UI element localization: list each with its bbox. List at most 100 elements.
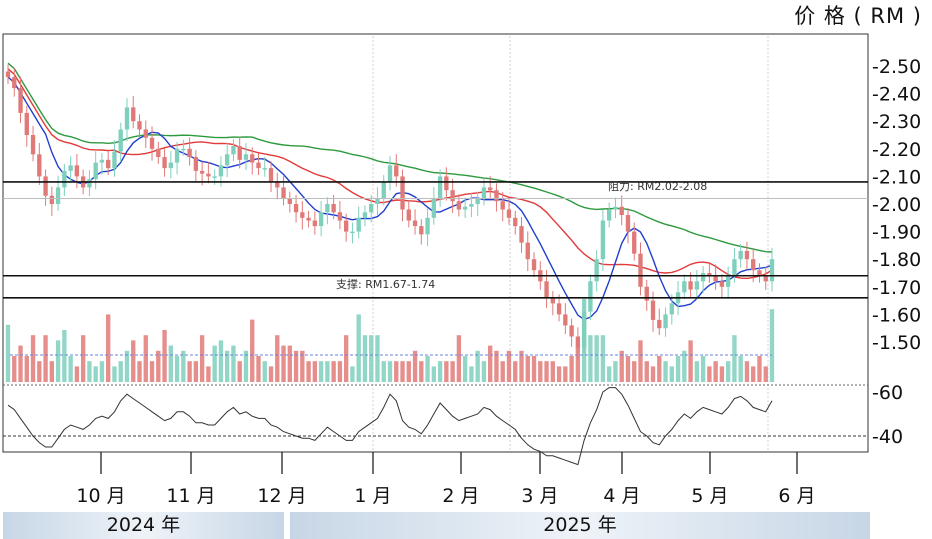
candle-body bbox=[325, 204, 330, 213]
volume-bar bbox=[212, 345, 217, 382]
volume-bar bbox=[106, 314, 111, 382]
candle-body bbox=[500, 201, 505, 210]
candle-body bbox=[268, 168, 274, 182]
candle-body bbox=[243, 154, 249, 160]
candle-body bbox=[450, 190, 455, 202]
candle-body bbox=[5, 71, 11, 78]
annotation-support: 支撑: RM1.67-1.74 bbox=[336, 277, 435, 291]
candle-body bbox=[663, 314, 668, 329]
candle-body bbox=[575, 336, 581, 348]
x-tick-label: 1 月 bbox=[354, 485, 391, 507]
y-axis: -2.50 -2.40 -2.30 -2.20 -2.10 -2.00 -1.90 -1.80… bbox=[872, 56, 921, 354]
volume-bar bbox=[5, 324, 11, 382]
rsi-tick-label: -40 bbox=[872, 426, 903, 448]
candle-body bbox=[37, 154, 42, 177]
x-tick-label: 11 月 bbox=[166, 485, 215, 507]
volume-bar bbox=[757, 356, 762, 382]
candle-body bbox=[513, 217, 518, 227]
volume-bar bbox=[769, 309, 775, 382]
volume-bar bbox=[494, 350, 499, 382]
volume-bar bbox=[713, 361, 718, 382]
x-axis: 10 月 11 月 12 月 1 月 2 月 3 月 4 月 5 月 6 月 bbox=[76, 452, 816, 507]
volume-bar bbox=[99, 361, 105, 382]
candle-body bbox=[581, 311, 587, 348]
volume-bar bbox=[325, 361, 330, 382]
candle-body bbox=[732, 259, 737, 276]
candle-body bbox=[694, 281, 700, 290]
volume-bar bbox=[475, 350, 480, 382]
candle-body bbox=[212, 176, 217, 178]
volume-bar bbox=[744, 361, 750, 382]
candle-body bbox=[406, 209, 411, 221]
candle-body bbox=[343, 220, 349, 232]
candle-body bbox=[225, 154, 230, 166]
candle-body bbox=[174, 148, 180, 163]
candle-body bbox=[619, 206, 624, 216]
volume-bar bbox=[369, 335, 374, 382]
volume-bar bbox=[118, 361, 123, 382]
volume-bar bbox=[688, 340, 693, 382]
candle-body bbox=[669, 303, 674, 315]
volume-bar bbox=[763, 366, 768, 382]
rsi-tick-label: -60 bbox=[872, 382, 903, 404]
volume-bar bbox=[231, 345, 236, 382]
candle-body bbox=[93, 162, 98, 180]
volume-bar bbox=[544, 361, 549, 382]
candle-body bbox=[318, 212, 324, 227]
volume-bar bbox=[225, 350, 230, 382]
candle-body bbox=[281, 187, 286, 199]
candle-body bbox=[475, 198, 480, 204]
candle-body bbox=[312, 220, 318, 227]
year-label-2024: 2024 年 bbox=[3, 512, 284, 539]
candlesticks bbox=[5, 64, 775, 360]
volume-bar bbox=[337, 361, 343, 382]
volume-bar bbox=[55, 340, 61, 382]
candle-body bbox=[494, 190, 499, 202]
candle-body bbox=[362, 212, 368, 218]
volume-bar bbox=[237, 361, 242, 382]
candle-body bbox=[625, 215, 631, 232]
volume-bar bbox=[481, 361, 487, 382]
volume-bar bbox=[37, 361, 42, 382]
volume-bar bbox=[206, 366, 211, 382]
candle-body bbox=[763, 275, 768, 282]
volume-bar bbox=[594, 335, 599, 382]
candle-body bbox=[143, 129, 148, 138]
y-tick-label: -2.10 bbox=[872, 166, 921, 188]
candle-body bbox=[300, 212, 305, 218]
volume-bar bbox=[531, 356, 537, 382]
volume-bar bbox=[375, 335, 380, 382]
volume-bar bbox=[394, 361, 399, 382]
candle-body bbox=[275, 181, 280, 188]
y-tick-label: -1.70 bbox=[872, 277, 921, 299]
candle-body bbox=[106, 159, 111, 169]
candle-body bbox=[18, 88, 23, 113]
candle-body bbox=[168, 162, 173, 169]
volume-bar bbox=[569, 356, 574, 382]
candle-body bbox=[469, 204, 474, 207]
candle-body bbox=[162, 157, 167, 169]
candle-body bbox=[744, 250, 750, 260]
volume-bar bbox=[412, 350, 418, 382]
volume-bar bbox=[694, 361, 700, 382]
volume-bar bbox=[24, 356, 29, 382]
candle-body bbox=[531, 259, 537, 271]
volume-bar bbox=[462, 356, 468, 382]
x-tick-label: 3 月 bbox=[521, 485, 558, 507]
volume-bar bbox=[262, 361, 267, 382]
candle-body bbox=[657, 319, 662, 329]
volume-bar bbox=[80, 335, 86, 382]
volume-bar bbox=[669, 366, 674, 382]
candle-body bbox=[387, 165, 393, 182]
annotation-resistance: 阻力: RM2.02-2.08 bbox=[608, 180, 707, 193]
volume-bar bbox=[131, 340, 136, 382]
candle-body bbox=[237, 146, 242, 160]
volume-bar bbox=[638, 340, 643, 382]
volume-bar bbox=[149, 361, 155, 382]
candle-body bbox=[381, 181, 386, 199]
volume-bar bbox=[588, 335, 593, 382]
candle-body bbox=[613, 206, 618, 210]
volume-bar bbox=[68, 356, 73, 382]
candle-body bbox=[588, 281, 593, 312]
